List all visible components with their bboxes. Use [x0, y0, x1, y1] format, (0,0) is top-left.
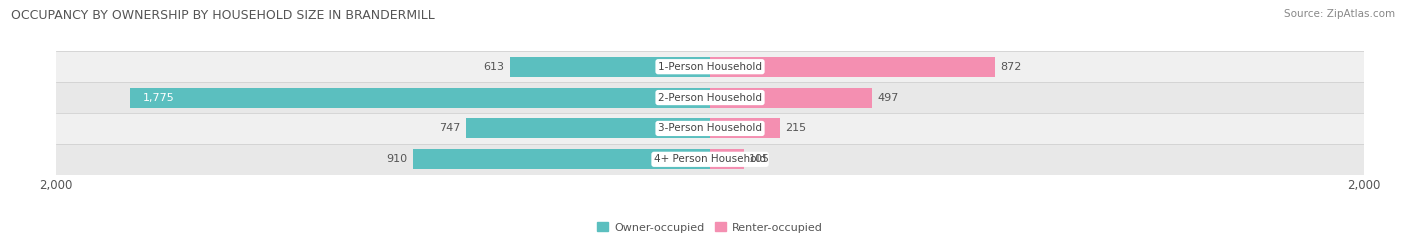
Bar	[465, 118, 710, 138]
Text: 1-Person Household: 1-Person Household	[658, 62, 762, 72]
Bar	[710, 118, 780, 138]
Text: 105: 105	[749, 154, 770, 164]
Text: 215: 215	[785, 123, 806, 134]
Text: 4+ Person Household: 4+ Person Household	[654, 154, 766, 164]
Text: 497: 497	[877, 93, 898, 103]
Bar	[56, 82, 1364, 113]
Text: 872: 872	[1000, 62, 1021, 72]
Bar	[509, 57, 710, 77]
Text: OCCUPANCY BY OWNERSHIP BY HOUSEHOLD SIZE IN BRANDERMILL: OCCUPANCY BY OWNERSHIP BY HOUSEHOLD SIZE…	[11, 9, 434, 22]
Text: 910: 910	[387, 154, 408, 164]
Bar	[56, 113, 1364, 144]
Text: 2-Person Household: 2-Person Household	[658, 93, 762, 103]
Bar	[710, 88, 873, 108]
Bar	[56, 51, 1364, 82]
Text: 747: 747	[440, 123, 461, 134]
Text: 3-Person Household: 3-Person Household	[658, 123, 762, 134]
Bar	[412, 149, 710, 169]
Bar	[710, 149, 744, 169]
Bar	[710, 57, 995, 77]
Text: 1,775: 1,775	[143, 93, 174, 103]
Text: Source: ZipAtlas.com: Source: ZipAtlas.com	[1284, 9, 1395, 19]
Legend: Owner-occupied, Renter-occupied: Owner-occupied, Renter-occupied	[593, 218, 827, 233]
Text: 613: 613	[484, 62, 505, 72]
Bar	[56, 144, 1364, 175]
Bar	[129, 88, 710, 108]
